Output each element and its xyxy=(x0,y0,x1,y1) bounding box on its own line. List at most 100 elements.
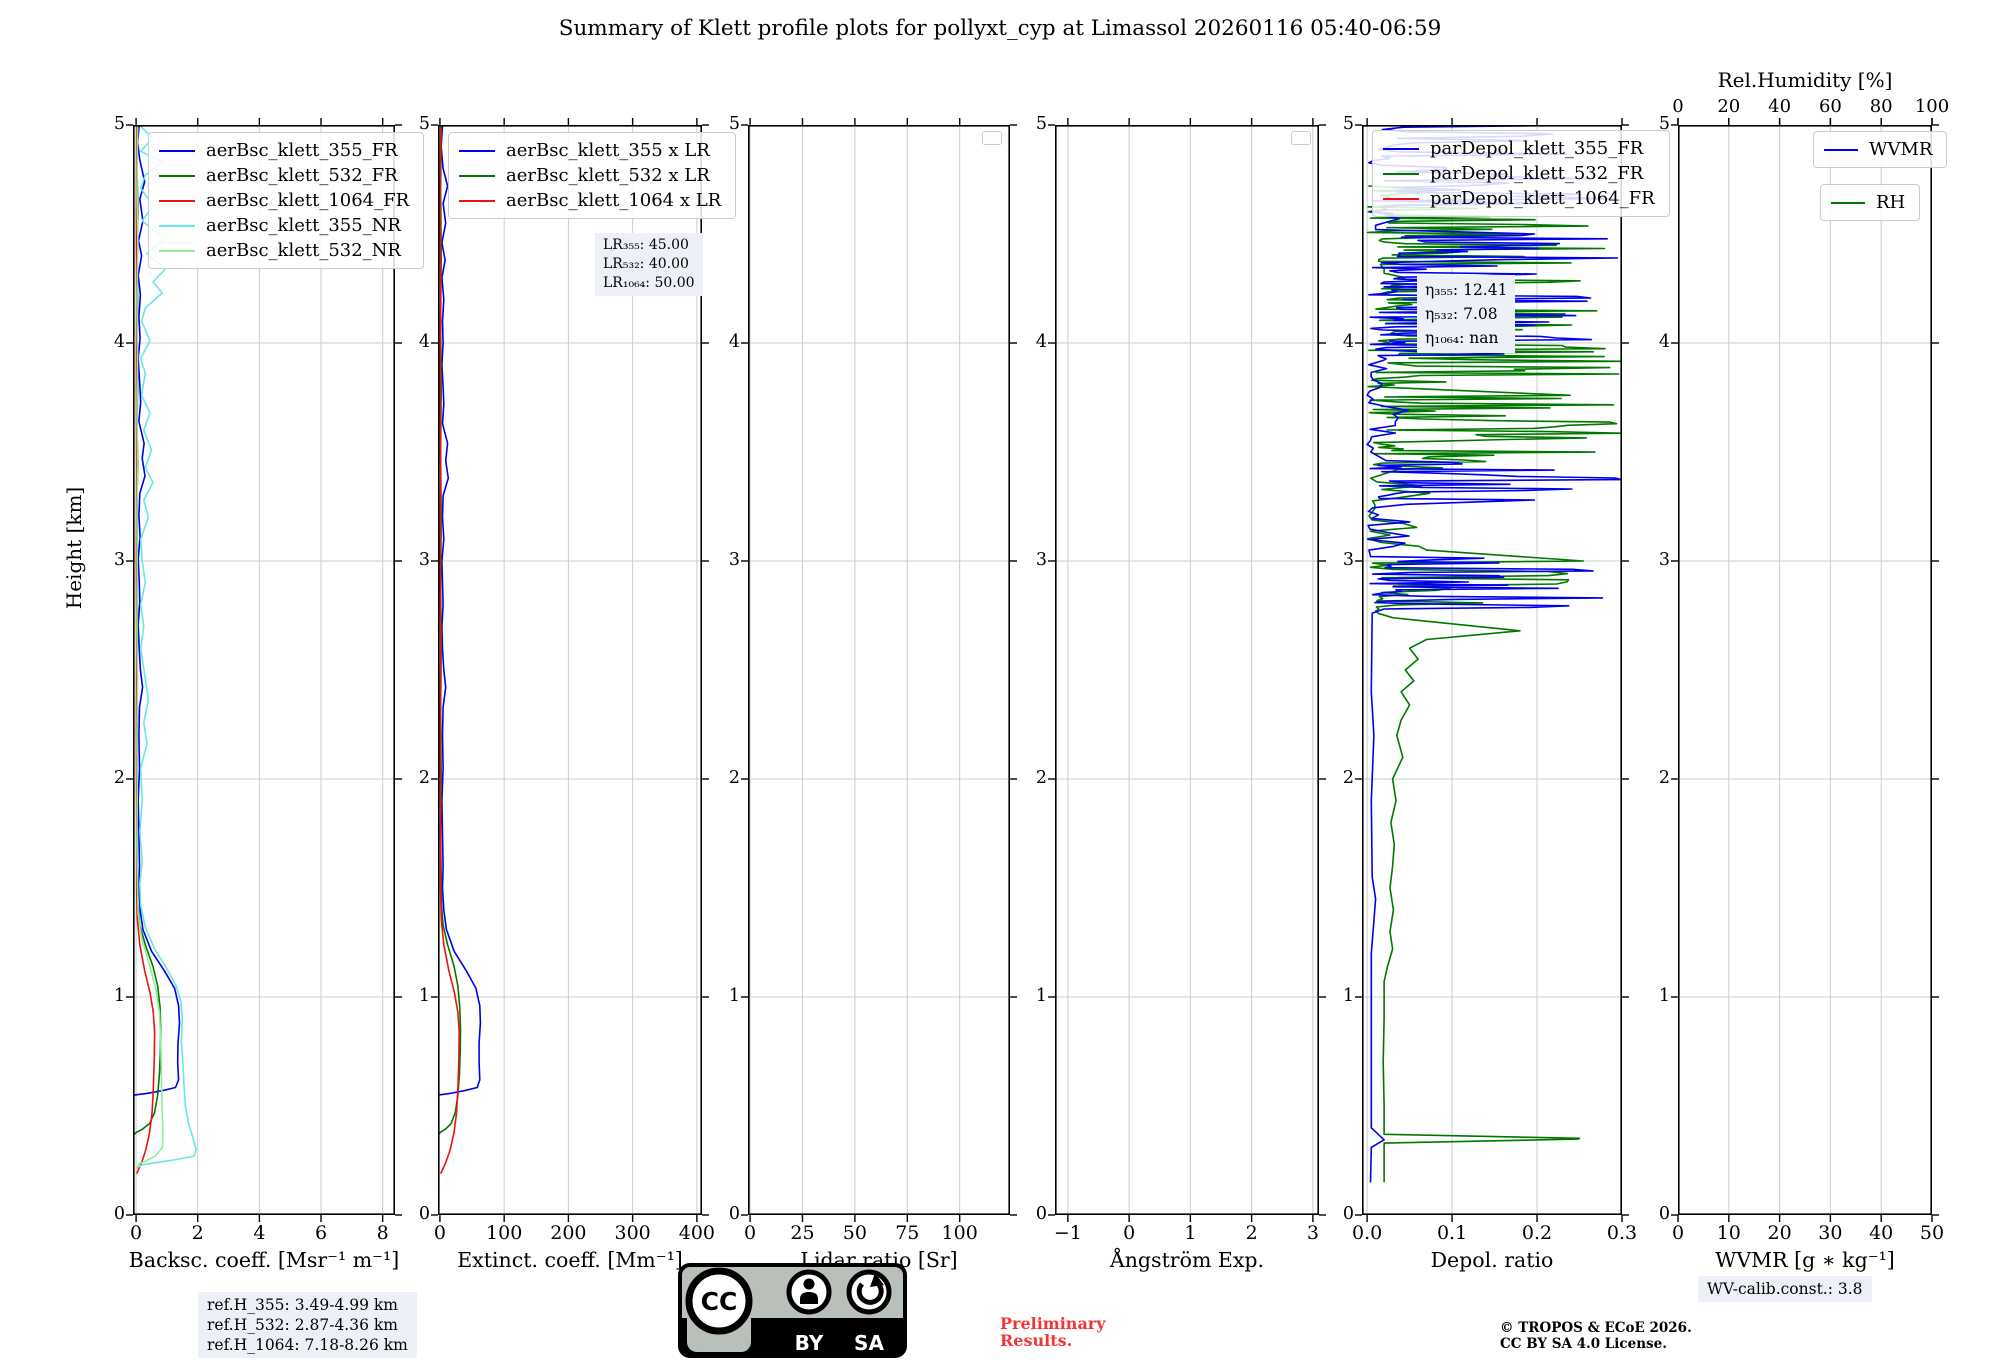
x-tick-label-wvmr-4: 40 xyxy=(1869,1222,1894,1244)
chart-title: Summary of Klett profile plots for polly… xyxy=(558,16,1442,41)
x-tick-label-backscatter-4: 8 xyxy=(376,1222,389,1244)
x-tick-label-extinction-3: 300 xyxy=(614,1222,651,1244)
legend-label: aerBsc_klett_532_FR xyxy=(206,165,398,186)
y-tick-label-angstrom-5: 5 xyxy=(1035,114,1047,134)
legend-line-sample xyxy=(1383,147,1419,150)
legend-depol-ratio: parDepol_klett_355_FR parDepol_klett_532_… xyxy=(1372,130,1670,217)
series-aerBsc_klett_1064 x LR xyxy=(439,125,461,1174)
series-aerBsc_klett_355 x LR xyxy=(438,125,482,1096)
legend-item-parDepol_klett_532_FR: parDepol_klett_532_FR xyxy=(1383,161,1655,186)
legend-label: parDepol_klett_1064_FR xyxy=(1430,188,1655,209)
legend-line-sample xyxy=(159,149,195,152)
sa-arrow-icon xyxy=(846,1269,892,1315)
x-tick-label-angstrom-2: 1 xyxy=(1184,1222,1197,1244)
x-axis-label-backscatter: Backsc. coeff. [Msr⁻¹ m⁻¹] xyxy=(128,1248,400,1272)
x-tick-label-backscatter-1: 2 xyxy=(191,1222,204,1244)
x-tick-label-extinction-4: 400 xyxy=(678,1222,715,1244)
legend-line-sample xyxy=(159,199,195,202)
legend-line-sample xyxy=(1824,148,1858,151)
x-tick-label-wvmr-0: 0 xyxy=(1671,1222,1685,1244)
x-tick-label-angstrom-0: −1 xyxy=(1053,1222,1082,1244)
x-tick-label-lidar-ratio-4: 100 xyxy=(941,1222,978,1244)
y-tick-label-extinction-4: 4 xyxy=(418,332,430,352)
legend-label: RH xyxy=(1876,192,1906,213)
legend-label: aerBsc_klett_355_NR xyxy=(206,215,401,236)
legend-line-sample xyxy=(1383,172,1419,175)
y-tick-label-backscatter-3: 3 xyxy=(113,550,125,570)
y-tick-label-depol-ratio-4: 4 xyxy=(1342,332,1354,352)
series-aerBsc_klett_532_NR xyxy=(136,125,164,1170)
x-tick-label-backscatter-2: 4 xyxy=(253,1222,266,1244)
panel-wvmr-plot xyxy=(1671,118,1939,1222)
legend-line-sample xyxy=(159,224,195,227)
annotation-line: LR₅₃₂: 40.00 xyxy=(603,256,689,272)
legend-line-sample xyxy=(459,149,495,152)
y-tick-label-extinction-0: 0 xyxy=(418,1204,430,1224)
annotation-box-depol-ratio: η₃₅₅: 12.41 η₅₃₂: 7.08 η₁₀₆₄: nan xyxy=(1417,275,1516,353)
copyright-license-note: © TROPOS & ECoE 2026. CC BY SA 4.0 Licen… xyxy=(1500,1320,1692,1352)
legend-label: WVMR xyxy=(1869,139,1933,160)
x-tick-label-lidar-ratio-2: 50 xyxy=(842,1222,867,1244)
legend-label: aerBsc_klett_355 x LR xyxy=(506,140,710,161)
y-tick-label-backscatter-2: 2 xyxy=(113,768,125,788)
panel-angstrom-plot xyxy=(1048,118,1326,1222)
top-tick-label-1: 20 xyxy=(1717,96,1741,117)
y-tick-label-wvmr-4: 4 xyxy=(1658,332,1670,352)
top-tick-label-5: 100 xyxy=(1914,96,1950,117)
x-tick-label-depol-ratio-3: 0.3 xyxy=(1606,1222,1638,1244)
cc-circle-icon: CC xyxy=(685,1267,753,1335)
legend-item-WVMR: WVMR xyxy=(1824,137,1932,162)
sa-label: SA xyxy=(854,1331,884,1355)
y-tick-label-angstrom-4: 4 xyxy=(1035,332,1047,352)
y-tick-label-wvmr-2: 2 xyxy=(1658,768,1670,788)
legend-label: parDepol_klett_355_FR xyxy=(1430,138,1644,159)
legend-line-sample xyxy=(459,174,495,177)
y-tick-label-backscatter-4: 4 xyxy=(113,332,125,352)
x-axis-label-angstrom: Ångström Exp. xyxy=(1109,1248,1265,1272)
x-tick-label-depol-ratio-1: 0.1 xyxy=(1436,1222,1468,1244)
y-tick-label-lidar-ratio-0: 0 xyxy=(728,1204,740,1224)
y-tick-label-wvmr-5: 5 xyxy=(1658,114,1670,134)
legend-extinction: aerBsc_klett_355 x LR aerBsc_klett_532 x … xyxy=(448,132,737,219)
panel-lidar-ratio-plot xyxy=(741,118,1017,1222)
legend-item-parDepol_klett_355_FR: parDepol_klett_355_FR xyxy=(1383,136,1655,161)
top-tick-label-3: 60 xyxy=(1818,96,1842,117)
x-axis-label-extinction: Extinct. coeff. [Mm⁻¹] xyxy=(457,1248,683,1272)
x-tick-label-angstrom-3: 2 xyxy=(1245,1222,1258,1244)
legend-line-sample xyxy=(459,199,495,202)
annotation-box-extinction: LR₃₅₅: 45.00 LR₅₃₂: 40.00 LR₁₀₆₄: 50.00 xyxy=(595,233,703,296)
y-tick-label-lidar-ratio-1: 1 xyxy=(728,986,740,1006)
y-tick-label-depol-ratio-5: 5 xyxy=(1342,114,1354,134)
y-tick-label-angstrom-0: 0 xyxy=(1035,1204,1047,1224)
legend-item-RH: RH xyxy=(1831,190,1905,215)
y-tick-label-depol-ratio-0: 0 xyxy=(1342,1204,1354,1224)
legend-item-aerBsc_klett_355_NR: aerBsc_klett_355_NR xyxy=(159,213,409,238)
top-axis-title: Rel.Humidity [%] xyxy=(1717,68,1893,92)
x-tick-label-backscatter-0: 0 xyxy=(130,1222,143,1244)
ref-height-annotation: ref.H_355: 3.49-4.99 km ref.H_532: 2.87-… xyxy=(198,1292,417,1358)
y-tick-label-backscatter-5: 5 xyxy=(113,114,125,134)
ref-h-532: ref.H_532: 2.87-4.36 km xyxy=(207,1316,398,1334)
panel-extinction-plot xyxy=(431,118,709,1222)
empty-legend-lidar-ratio xyxy=(982,131,1002,145)
x-tick-label-wvmr-2: 20 xyxy=(1767,1222,1792,1244)
y-tick-label-lidar-ratio-3: 3 xyxy=(728,550,740,570)
legend-label: parDepol_klett_532_FR xyxy=(1430,163,1644,184)
legend-line-sample xyxy=(159,249,195,252)
y-tick-label-extinction-5: 5 xyxy=(418,114,430,134)
x-tick-label-lidar-ratio-0: 0 xyxy=(744,1222,757,1244)
y-tick-label-backscatter-0: 0 xyxy=(113,1204,125,1224)
legend-label: aerBsc_klett_532_NR xyxy=(206,240,401,261)
x-tick-label-wvmr-1: 10 xyxy=(1716,1222,1741,1244)
series-aerBsc_klett_1064_FR xyxy=(135,125,156,1174)
y-tick-label-lidar-ratio-4: 4 xyxy=(728,332,740,352)
y-tick-label-extinction-2: 2 xyxy=(418,768,430,788)
y-tick-label-lidar-ratio-2: 2 xyxy=(728,768,740,788)
panel-extinction-curves xyxy=(438,125,482,1174)
legend-item-aerBsc_klett_355_FR: aerBsc_klett_355_FR xyxy=(159,138,409,163)
y-tick-label-lidar-ratio-5: 5 xyxy=(728,114,740,134)
top-tick-label-4: 80 xyxy=(1869,96,1893,117)
y-tick-label-wvmr-0: 0 xyxy=(1658,1204,1670,1224)
